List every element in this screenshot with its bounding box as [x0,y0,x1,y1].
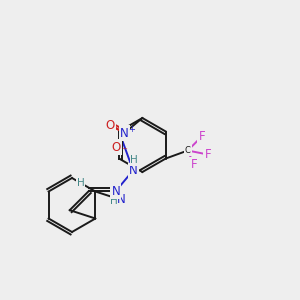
Text: F: F [190,158,197,171]
Text: +: + [128,124,135,134]
Text: O: O [112,140,121,154]
Text: C: C [185,146,191,155]
Text: H: H [77,178,85,188]
Text: ⁻: ⁻ [122,146,127,156]
Text: N: N [111,184,120,198]
Text: F: F [205,148,211,161]
Text: O: O [106,118,115,131]
Text: N: N [117,193,125,206]
Text: H: H [110,196,118,206]
Text: N: N [120,127,129,140]
Text: N: N [129,164,137,177]
Text: F: F [199,130,205,143]
Text: H: H [130,155,138,165]
